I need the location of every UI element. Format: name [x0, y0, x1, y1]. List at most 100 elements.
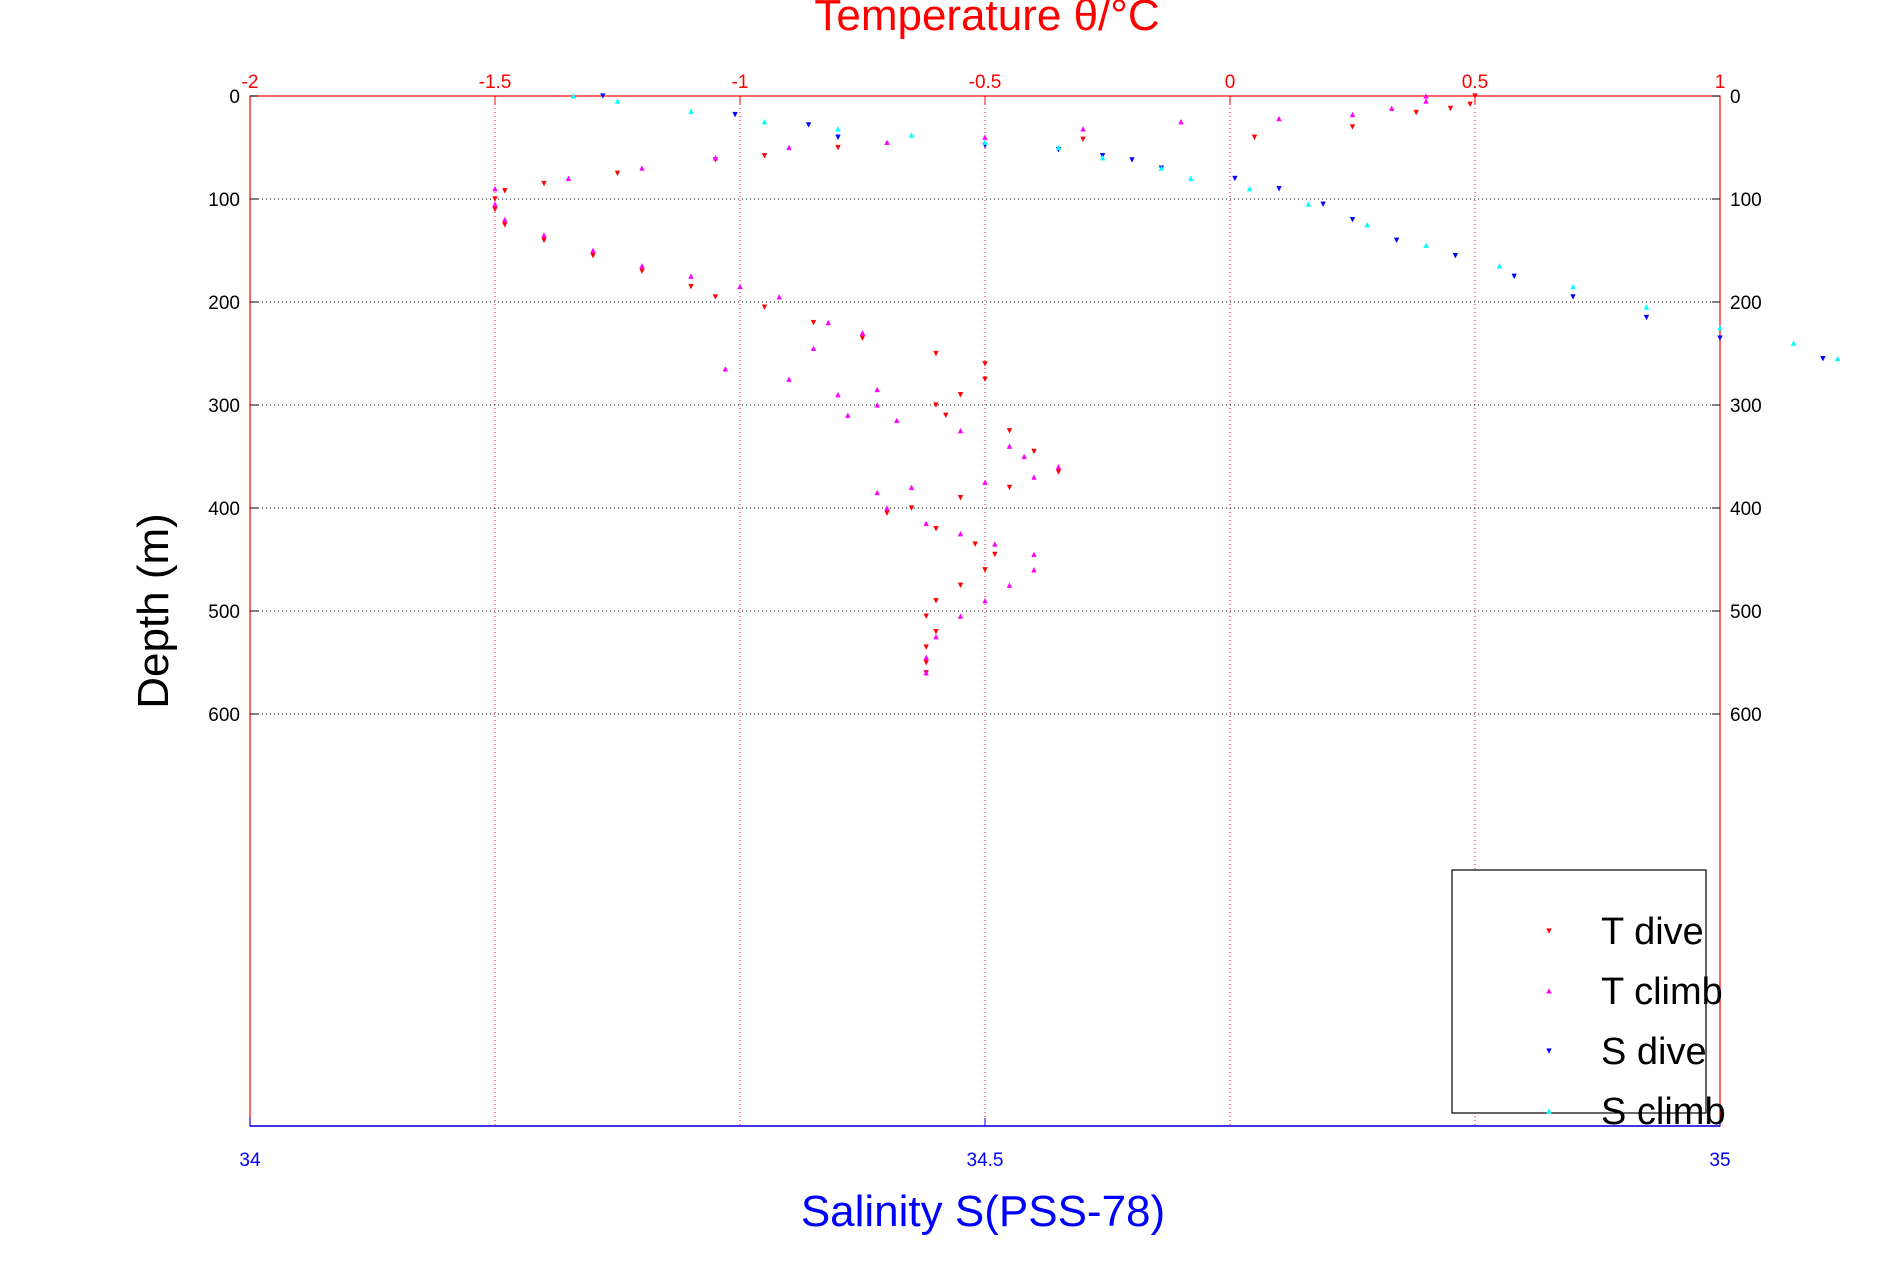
data-point [933, 526, 939, 532]
data-point [992, 551, 998, 558]
data-point [492, 196, 498, 202]
data-point [1820, 356, 1826, 362]
top-tick-label: 0 [1225, 72, 1236, 93]
y-tick-label: 300 [208, 396, 240, 417]
data-point [923, 659, 929, 666]
data-point [688, 283, 694, 290]
data-point [810, 320, 817, 326]
bottom-tick-label: 34 [239, 1150, 261, 1171]
data-point [712, 294, 719, 300]
y-tick-label: 0 [229, 87, 240, 108]
legend-label: S climb [1601, 1091, 1726, 1133]
data-point [639, 263, 645, 269]
data-point [1349, 111, 1356, 118]
data-point [835, 134, 841, 141]
y-tick-label: 500 [208, 602, 240, 623]
y-axis-label: Depth (m) [129, 513, 178, 709]
data-point [1031, 566, 1037, 573]
bottom-axis-ticks: 34 34.5 35 [239, 1118, 1731, 1171]
data-point [541, 180, 547, 187]
data-point [982, 361, 988, 367]
legend-label: S dive [1601, 1031, 1707, 1073]
data-point [884, 505, 890, 511]
data-point [639, 165, 645, 171]
data-point [761, 304, 768, 310]
bottom-tick-label: 35 [1709, 1150, 1730, 1171]
top-tick-label: -0.5 [969, 72, 1002, 93]
data-point [737, 283, 743, 290]
data-point [982, 376, 988, 383]
data-point [908, 132, 915, 138]
data-point [982, 567, 988, 573]
top-tick-label: -1.5 [479, 72, 512, 93]
legend-marker [1546, 1048, 1552, 1054]
data-point [874, 402, 880, 408]
legend-label: T climb [1601, 971, 1723, 1013]
data-point [1232, 175, 1238, 182]
data-point [761, 153, 768, 159]
data-point [1188, 175, 1194, 181]
top-tick-label: 1 [1715, 72, 1726, 93]
bottom-tick-label: 34.5 [967, 1150, 1004, 1171]
legend-marker [1546, 928, 1552, 934]
data-point [614, 98, 621, 104]
data-point [933, 598, 939, 604]
chart-title: Temperature θ/°C [814, 0, 1159, 40]
data-point [908, 484, 915, 490]
data-point [1447, 105, 1454, 112]
data-point [1006, 443, 1013, 449]
top-tick-label: -1 [732, 72, 749, 93]
data-point [835, 144, 841, 151]
data-point [1006, 428, 1013, 434]
data-point [933, 402, 939, 408]
legend-marker [1546, 1108, 1552, 1114]
legend-box [1451, 869, 1707, 1114]
data-point [1031, 448, 1037, 455]
data-point [1080, 126, 1086, 132]
data-point [874, 386, 880, 393]
data-point [982, 139, 988, 145]
data-point [1388, 105, 1395, 111]
data-point [639, 268, 645, 274]
data-point [810, 345, 817, 351]
top-tick-label: -2 [242, 72, 259, 93]
data-point [1099, 154, 1106, 161]
data-point [541, 232, 547, 238]
data-point [1129, 157, 1135, 163]
data-point [957, 495, 964, 501]
y-tick-label-right: 500 [1730, 602, 1762, 623]
data-point [1320, 201, 1326, 207]
data-point [874, 489, 880, 496]
data-point [923, 669, 929, 676]
y-tick-label-right: 600 [1730, 705, 1762, 726]
data-point [732, 111, 738, 118]
data-point [957, 613, 964, 619]
data-point [565, 175, 572, 181]
data-point [957, 427, 964, 434]
data-point [1021, 453, 1027, 460]
y-tick-label-right: 0 [1730, 87, 1741, 108]
grid [250, 96, 1720, 1126]
data-point [805, 122, 812, 128]
data-point [1570, 283, 1576, 290]
data-point [1178, 118, 1184, 125]
data-point [1467, 101, 1473, 108]
data-point [1452, 253, 1459, 259]
data-point [1717, 335, 1723, 341]
data-point [600, 93, 606, 99]
data-point [1055, 144, 1062, 151]
data-point [845, 412, 851, 418]
x-axis-label: Salinity S(PSS-78) [801, 1187, 1165, 1236]
data-point [933, 629, 939, 635]
top-tick-label: 0.5 [1462, 72, 1488, 93]
y-axis-ticks: 0 0 100 100 200 200 300 300 400 400 500 500 600 600 [208, 87, 1761, 726]
legend: T dive T climb S dive S climb [1451, 869, 1726, 1133]
data-point [933, 350, 939, 357]
y-tick-label: 400 [208, 499, 240, 520]
data-point [923, 613, 929, 619]
data-point [908, 505, 915, 511]
data-point [825, 319, 831, 326]
y-tick-label: 200 [208, 293, 240, 314]
y-tick-label-right: 200 [1730, 293, 1762, 314]
data-point [570, 93, 577, 99]
